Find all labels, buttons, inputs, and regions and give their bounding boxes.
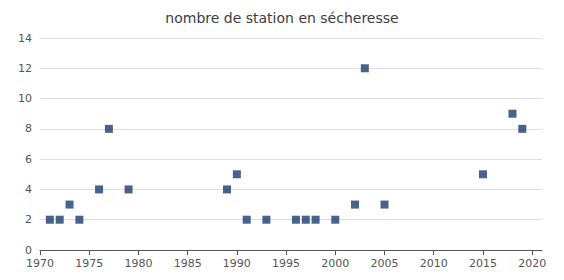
svg-text:1985: 1985 xyxy=(174,257,202,270)
svg-text:8: 8 xyxy=(25,122,32,135)
svg-text:1995: 1995 xyxy=(272,257,300,270)
svg-text:2: 2 xyxy=(25,213,32,226)
svg-text:1980: 1980 xyxy=(124,257,152,270)
svg-text:nombre de station en sécheress: nombre de station en sécheresse xyxy=(165,10,398,26)
svg-text:10: 10 xyxy=(18,92,32,105)
svg-text:6: 6 xyxy=(25,153,32,166)
svg-text:2020: 2020 xyxy=(518,257,546,270)
svg-text:2010: 2010 xyxy=(420,257,448,270)
svg-text:1990: 1990 xyxy=(223,257,251,270)
svg-text:0: 0 xyxy=(25,244,32,257)
svg-text:1975: 1975 xyxy=(75,257,103,270)
svg-text:12: 12 xyxy=(18,62,32,75)
svg-text:2000: 2000 xyxy=(321,257,349,270)
svg-text:14: 14 xyxy=(18,32,32,45)
svg-text:4: 4 xyxy=(25,183,32,196)
svg-text:2005: 2005 xyxy=(371,257,399,270)
svg-text:2015: 2015 xyxy=(469,257,497,270)
svg-text:1970: 1970 xyxy=(26,257,54,270)
